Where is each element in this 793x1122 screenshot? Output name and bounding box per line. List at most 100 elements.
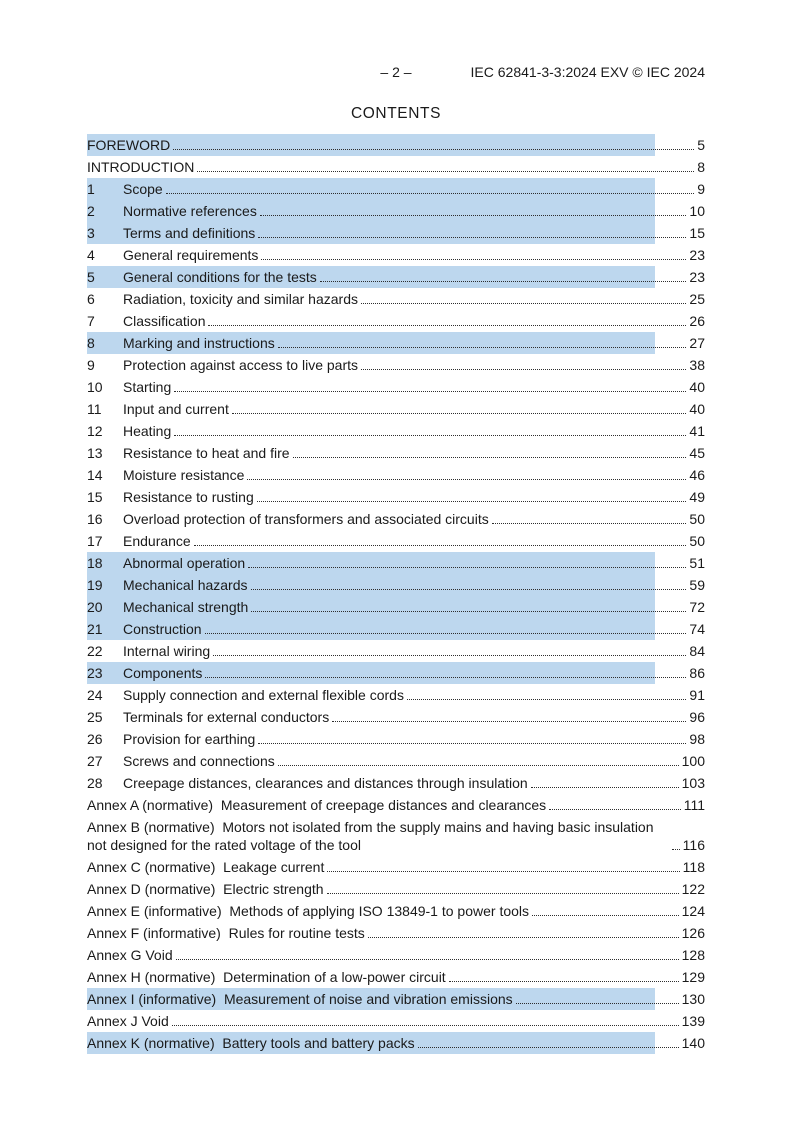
entry-title: Protection against access to live parts bbox=[123, 357, 359, 373]
toc-entry[interactable]: 18 Abnormal operation 51 bbox=[87, 552, 705, 574]
toc-entry[interactable]: 23 Components 86 bbox=[87, 662, 705, 684]
clause-number: 26 bbox=[87, 731, 103, 747]
toc-entry[interactable]: Annex J Void 139 bbox=[87, 1010, 705, 1032]
clause-number: 24 bbox=[87, 687, 103, 703]
clause-number: 28 bbox=[87, 775, 103, 791]
toc-entry[interactable]: 8 Marking and instructions 27 bbox=[87, 332, 705, 354]
toc-entry[interactable]: Annex G Void 128 bbox=[87, 944, 705, 966]
entry-page-number: 23 bbox=[689, 269, 705, 285]
toc-entry[interactable]: 11 Input and current 40 bbox=[87, 398, 705, 420]
entry-page-number: 49 bbox=[689, 489, 705, 505]
entry-title: Creepage distances, clearances and dista… bbox=[123, 775, 528, 791]
dot-leader bbox=[175, 959, 679, 960]
dot-leader bbox=[277, 347, 687, 348]
toc-entry[interactable]: Annex A (normative) Measurement of creep… bbox=[87, 794, 705, 816]
contents-title: CONTENTS bbox=[350, 105, 442, 122]
toc-entry[interactable]: Annex E (informative) Methods of applyin… bbox=[87, 900, 705, 922]
toc-entry[interactable]: 19 Mechanical hazards 59 bbox=[87, 574, 705, 596]
entry-page-number: 10 bbox=[689, 203, 705, 219]
entry-page-number: 45 bbox=[689, 445, 705, 461]
entry-page-number: 111 bbox=[683, 797, 705, 813]
document-reference: IEC 62841-3-3:2024 EXV © IEC 2024 bbox=[470, 64, 705, 80]
clause-number: 5 bbox=[87, 269, 95, 285]
toc-entry[interactable]: Annex I (informative) Measurement of noi… bbox=[87, 988, 705, 1010]
entry-page-number: 41 bbox=[689, 423, 705, 439]
clause-number: 6 bbox=[87, 291, 95, 307]
entry-page-number: 74 bbox=[689, 621, 705, 637]
clause-number: 2 bbox=[87, 203, 95, 219]
entry-title: Marking and instructions bbox=[123, 335, 275, 351]
page-header: – 2 – IEC 62841-3-3:2024 EXV © IEC 2024 bbox=[87, 63, 705, 81]
entry-page-number: 5 bbox=[697, 137, 705, 153]
toc-entry[interactable]: FOREWORD 5 bbox=[87, 134, 705, 156]
toc-entry[interactable]: 1 Scope 9 bbox=[87, 178, 705, 200]
entry-title: INTRODUCTION bbox=[87, 159, 195, 175]
toc-entry[interactable]: 15 Resistance to rusting 49 bbox=[87, 486, 705, 508]
dot-leader bbox=[204, 633, 687, 634]
dot-leader bbox=[250, 589, 687, 590]
toc-entry[interactable]: 25 Terminals for external conductors 96 bbox=[87, 706, 705, 728]
toc-entry[interactable]: 28 Creepage distances, clearances and di… bbox=[87, 772, 705, 794]
entry-title: Moisture resistance bbox=[123, 467, 245, 483]
toc-entry[interactable]: 3 Terms and definitions 15 bbox=[87, 222, 705, 244]
dot-leader bbox=[277, 765, 679, 766]
toc-entry[interactable]: 9 Protection against access to live part… bbox=[87, 354, 705, 376]
toc-entry[interactable]: Annex D (normative) Electric strength 12… bbox=[87, 878, 705, 900]
toc-entry[interactable]: 17 Endurance 50 bbox=[87, 530, 705, 552]
toc-entry[interactable]: 14 Moisture resistance 46 bbox=[87, 464, 705, 486]
entry-title: Annex F (informative) Rules for routine … bbox=[87, 925, 365, 941]
clause-number: 27 bbox=[87, 753, 103, 769]
toc-entry[interactable]: 6 Radiation, toxicity and similar hazard… bbox=[87, 288, 705, 310]
entry-page-number: 118 bbox=[682, 859, 705, 875]
toc-entry[interactable]: 20 Mechanical strength 72 bbox=[87, 596, 705, 618]
toc-entry[interactable]: 5 General conditions for the tests 23 bbox=[87, 266, 705, 288]
toc-entry[interactable]: 16 Overload protection of transformers a… bbox=[87, 508, 705, 530]
entry-title: Annex H (normative) Determination of a l… bbox=[87, 969, 446, 985]
toc-entry[interactable]: INTRODUCTION 8 bbox=[87, 156, 705, 178]
dot-leader bbox=[448, 981, 679, 982]
toc-entry[interactable]: 21 Construction 74 bbox=[87, 618, 705, 640]
toc-entry[interactable]: 7 Classification 26 bbox=[87, 310, 705, 332]
toc-entry[interactable]: 22 Internal wiring 84 bbox=[87, 640, 705, 662]
entry-title: Screws and connections bbox=[123, 753, 275, 769]
entry-page-number: 86 bbox=[689, 665, 705, 681]
toc-entry[interactable]: Annex F (informative) Rules for routine … bbox=[87, 922, 705, 944]
toc-entry[interactable]: 2 Normative references 10 bbox=[87, 200, 705, 222]
clause-number: 13 bbox=[87, 445, 103, 461]
entry-page-number: 140 bbox=[681, 1035, 705, 1051]
clause-number: 22 bbox=[87, 643, 103, 659]
clause-number: 16 bbox=[87, 511, 103, 527]
toc-entry[interactable]: 24 Supply connection and external flexib… bbox=[87, 684, 705, 706]
entry-title: General conditions for the tests bbox=[123, 269, 317, 285]
dot-leader bbox=[259, 215, 687, 216]
dot-leader bbox=[361, 369, 687, 370]
entry-title: Mechanical strength bbox=[123, 599, 249, 615]
dot-leader bbox=[251, 611, 687, 612]
toc-entry[interactable]: Annex B (normative) Motors not isolated … bbox=[87, 816, 705, 856]
entry-title: Classification bbox=[123, 313, 206, 329]
toc-entry[interactable]: Annex C (normative) Leakage current 118 bbox=[87, 856, 705, 878]
dot-leader bbox=[208, 325, 687, 326]
toc-entry[interactable]: Annex K (normative) Battery tools and ba… bbox=[87, 1032, 705, 1054]
toc-entry[interactable]: 10 Starting 40 bbox=[87, 376, 705, 398]
toc-entry[interactable]: Annex H (normative) Determination of a l… bbox=[87, 966, 705, 988]
dot-leader bbox=[367, 937, 679, 938]
dot-leader bbox=[258, 743, 687, 744]
toc-entry[interactable]: 4 General requirements 23 bbox=[87, 244, 705, 266]
toc-entry[interactable]: 13 Resistance to heat and fire 45 bbox=[87, 442, 705, 464]
entry-title: Construction bbox=[123, 621, 202, 637]
toc-entry[interactable]: 26 Provision for earthing 98 bbox=[87, 728, 705, 750]
toc-entry[interactable]: 12 Heating 41 bbox=[87, 420, 705, 442]
entry-page-number: 129 bbox=[681, 969, 705, 985]
toc-entry[interactable]: 27 Screws and connections 100 bbox=[87, 750, 705, 772]
entry-page-number: 126 bbox=[681, 925, 705, 941]
dot-leader bbox=[261, 259, 687, 260]
dot-leader bbox=[197, 171, 695, 172]
dot-leader bbox=[174, 391, 687, 392]
entry-title: Annex K (normative) Battery tools and ba… bbox=[87, 1035, 415, 1051]
entry-title: Starting bbox=[123, 379, 172, 395]
clause-number: 19 bbox=[87, 577, 103, 593]
entry-page-number: 91 bbox=[689, 687, 705, 703]
clause-number: 7 bbox=[87, 313, 95, 329]
dot-leader bbox=[326, 893, 679, 894]
